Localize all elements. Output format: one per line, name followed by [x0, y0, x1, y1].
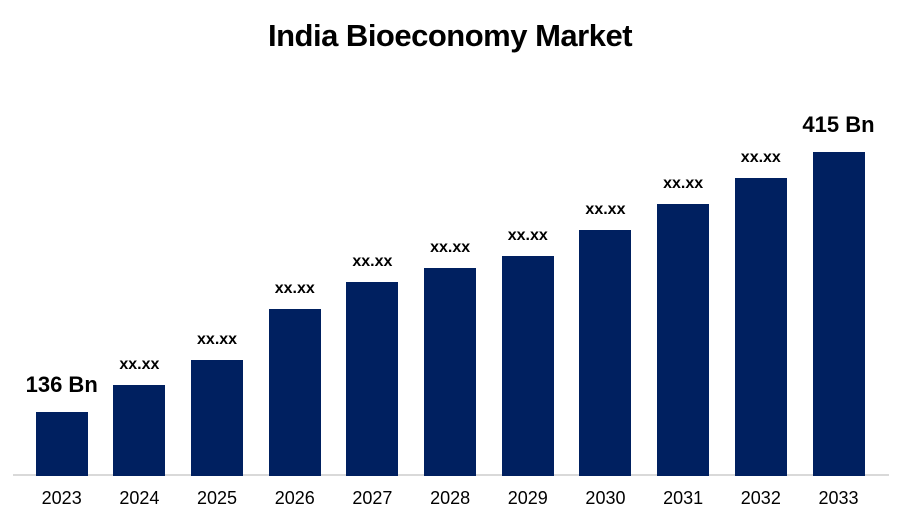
x-tick-label-2025: 2025: [197, 488, 238, 508]
bar-value-label-2032: xx.xx: [740, 149, 781, 166]
bar-value-label-2023: 136 Bn: [25, 372, 98, 397]
bar-2025: [191, 360, 244, 476]
bar-2023: [35, 412, 88, 476]
x-tick-label-2032: 2032: [740, 488, 781, 508]
x-tick-label-2026: 2026: [274, 488, 315, 508]
bar-value-label-2025: xx.xx: [197, 331, 238, 348]
bar-2028: [424, 268, 477, 476]
bar-value-label-2029: xx.xx: [507, 227, 548, 244]
bar-value-label-2027: xx.xx: [352, 253, 393, 270]
bar-value-label-2031: xx.xx: [663, 175, 704, 192]
bar-2026: [268, 309, 321, 476]
bar-value-label-2028: xx.xx: [430, 239, 471, 256]
bar-value-label-2024: xx.xx: [119, 356, 160, 373]
bar-value-label-2033: 415 Bn: [802, 112, 875, 137]
x-tick-label-2027: 2027: [352, 488, 393, 508]
x-tick-label-2024: 2024: [119, 488, 160, 508]
x-tick-label-2029: 2029: [507, 488, 548, 508]
x-tick-label-2030: 2030: [585, 488, 626, 508]
chart-title: India Bioeconomy Market: [267, 18, 633, 53]
bar-2024: [113, 385, 166, 476]
bar-value-label-2030: xx.xx: [585, 201, 626, 218]
bar-value-label-2026: xx.xx: [274, 280, 315, 297]
bar-2030: [579, 230, 632, 476]
x-tick-label-2028: 2028: [430, 488, 471, 508]
bar-2032: [734, 178, 787, 476]
bar-2033: [812, 152, 865, 476]
x-tick-label-2033: 2033: [818, 488, 859, 508]
bar-2031: [657, 204, 710, 476]
x-tick-label-2023: 2023: [41, 488, 82, 508]
bar-2029: [501, 256, 554, 476]
bar-2027: [346, 282, 399, 476]
x-tick-label-2031: 2031: [663, 488, 704, 508]
